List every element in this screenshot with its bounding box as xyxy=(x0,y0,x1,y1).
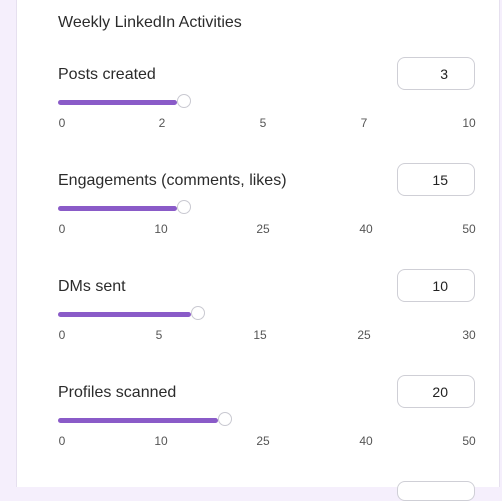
activity-row-profiles: Profiles scanned 20 0 10 25 40 50 xyxy=(17,375,501,490)
slider-tick-label: 5 xyxy=(155,328,163,342)
activity-label: Engagements (comments, likes) xyxy=(58,172,287,189)
activity-label: Profiles scanned xyxy=(58,384,177,401)
posts-slider-thumb[interactable] xyxy=(177,94,191,108)
engagements-slider-thumb[interactable] xyxy=(177,200,191,214)
posts-value-input[interactable]: 3 xyxy=(397,57,475,90)
slider-tick-label: 15 xyxy=(253,328,267,342)
profiles-slider-thumb[interactable] xyxy=(218,412,232,426)
next-value-input[interactable] xyxy=(397,481,475,501)
slider-tick-label: 40 xyxy=(359,222,373,236)
activity-row-posts: Posts created 3 0 2 5 7 10 xyxy=(17,57,501,172)
slider-tick-label: 25 xyxy=(256,434,270,448)
slider-tick-label: 25 xyxy=(357,328,371,342)
activity-row-engagements: Engagements (comments, likes) 15 0 10 25… xyxy=(17,163,501,278)
profiles-slider-track[interactable] xyxy=(58,412,469,426)
slider-tick-label: 2 xyxy=(158,116,166,130)
slider-tick-label: 0 xyxy=(58,328,66,342)
slider-tick-label: 0 xyxy=(58,116,66,130)
engagements-slider-fill xyxy=(58,206,177,211)
posts-slider-fill xyxy=(58,100,177,105)
slider-tick-label: 25 xyxy=(256,222,270,236)
slider-tick-label: 0 xyxy=(58,434,66,448)
slider-tick-label: 10 xyxy=(154,434,168,448)
dms-slider-track[interactable] xyxy=(58,306,469,320)
activity-row-dms: DMs sent 10 0 5 15 25 30 xyxy=(17,269,501,384)
slider-tick-label: 0 xyxy=(58,222,66,236)
engagements-value-input[interactable]: 15 xyxy=(397,163,475,196)
slider-tick-label: 10 xyxy=(154,222,168,236)
activities-card: Weekly LinkedIn Activities Posts created… xyxy=(16,0,501,501)
slider-tick-label: 50 xyxy=(462,222,476,236)
slider-tick-label: 30 xyxy=(462,328,476,342)
profiles-slider-fill xyxy=(58,418,218,423)
posts-slider-track[interactable] xyxy=(58,94,469,108)
activity-label: Posts created xyxy=(58,66,156,83)
slider-tick-label: 40 xyxy=(359,434,373,448)
dms-slider-fill xyxy=(58,312,191,317)
dms-slider-thumb[interactable] xyxy=(191,306,205,320)
section-title: Weekly LinkedIn Activities xyxy=(58,14,242,31)
slider-tick-label: 50 xyxy=(462,434,476,448)
activity-label: DMs sent xyxy=(58,278,126,295)
left-background xyxy=(0,0,16,487)
slider-tick-label: 5 xyxy=(259,116,267,130)
dms-value-input[interactable]: 10 xyxy=(397,269,475,302)
slider-tick-label: 7 xyxy=(360,116,368,130)
profiles-value-input[interactable]: 20 xyxy=(397,375,475,408)
slider-tick-label: 10 xyxy=(462,116,476,130)
engagements-slider-track[interactable] xyxy=(58,200,469,214)
